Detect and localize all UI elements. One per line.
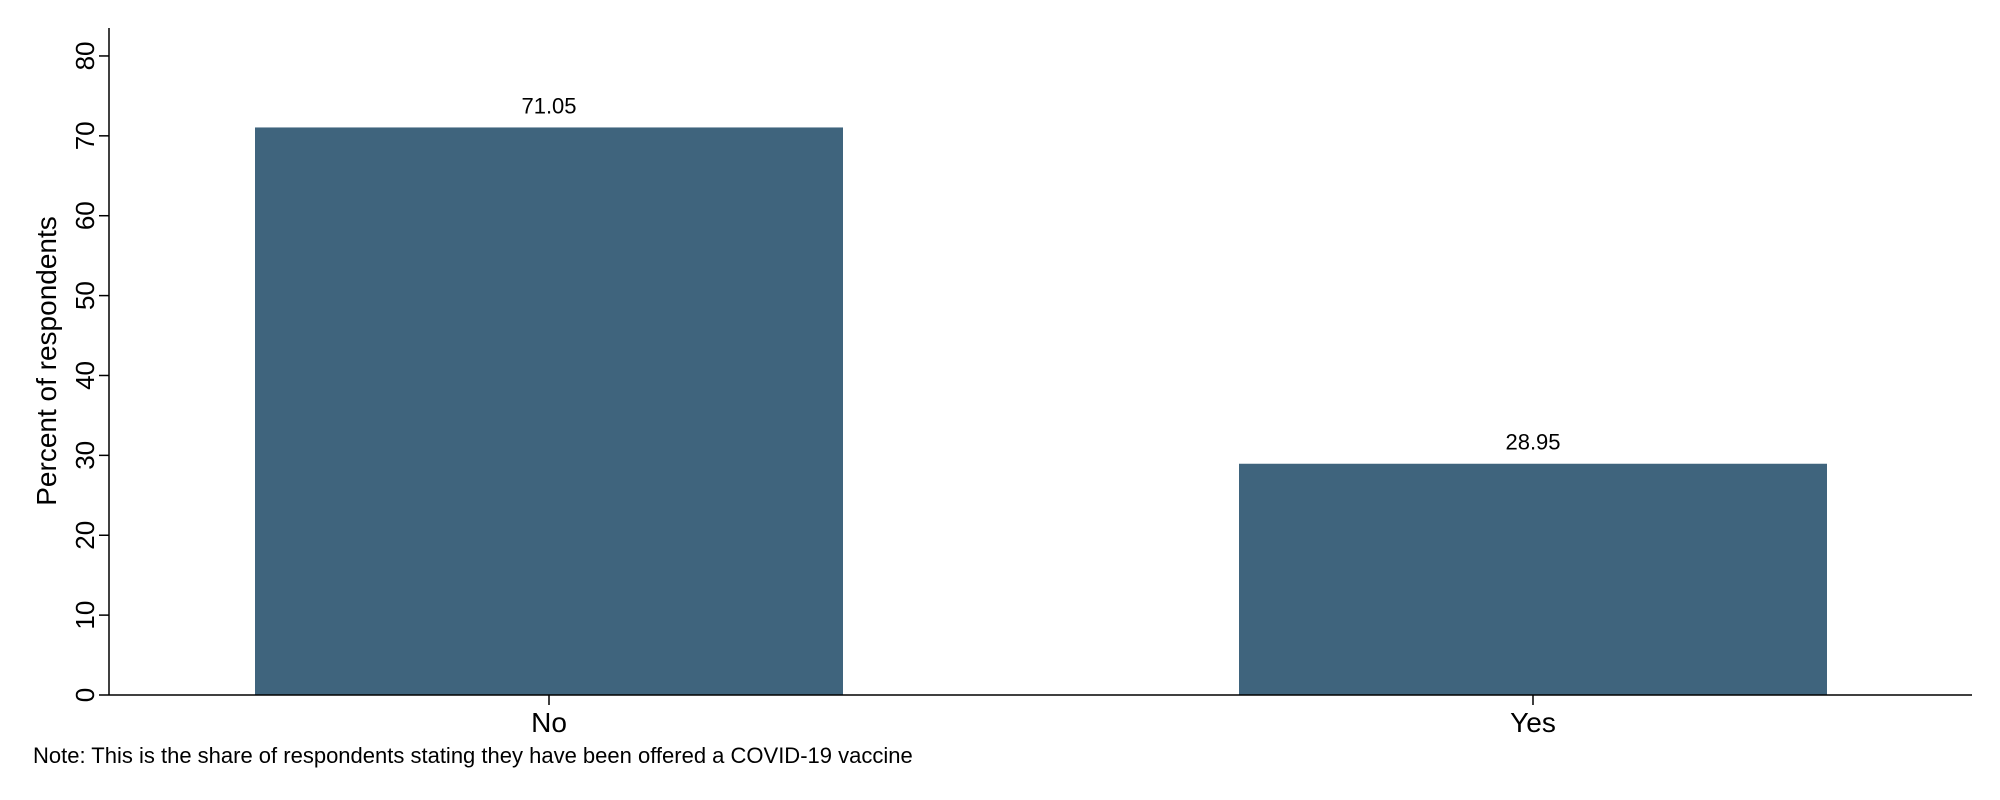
bar-value-label-no: 71.05 bbox=[521, 93, 576, 118]
y-tick-label-8: 80 bbox=[70, 41, 100, 70]
bar-no bbox=[255, 127, 843, 695]
y-tick-label-4: 40 bbox=[70, 361, 100, 390]
bar-yes bbox=[1239, 463, 1827, 695]
y-tick-label-2: 20 bbox=[70, 521, 100, 550]
bar-value-label-yes: 28.95 bbox=[1505, 430, 1560, 455]
x-tick-label-yes: Yes bbox=[1510, 707, 1556, 738]
x-tick-label-no: No bbox=[531, 707, 567, 738]
y-tick-label-6: 60 bbox=[70, 201, 100, 230]
chart-note: Note: This is the share of respondents s… bbox=[33, 743, 913, 768]
y-tick-label-3: 30 bbox=[70, 441, 100, 470]
chart-marks: 0 10 20 30 40 50 60 70 80 71.05 No 28.95 Yes bbox=[70, 41, 1827, 738]
y-tick-label-5: 50 bbox=[70, 281, 100, 310]
y-tick-label-7: 70 bbox=[70, 121, 100, 150]
y-tick-label-0: 0 bbox=[70, 688, 100, 702]
y-axis-title: Percent of respondents bbox=[31, 216, 62, 506]
y-tick-label-1: 10 bbox=[70, 601, 100, 630]
